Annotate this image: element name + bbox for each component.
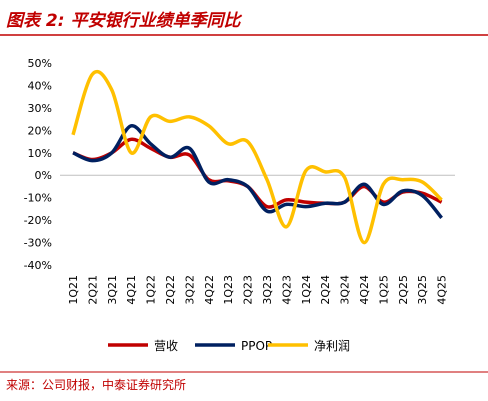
x-tick-label: 2Q21 (86, 275, 99, 305)
x-tick-label: 1Q21 (67, 275, 80, 305)
x-tick-label: 3Q25 (416, 275, 429, 305)
x-tick-label: 2Q24 (319, 275, 332, 305)
x-tick-label: 4Q22 (203, 275, 216, 305)
legend-label: 净利润 (314, 339, 350, 353)
y-tick-label: -40% (24, 259, 52, 272)
x-tick-label: 3Q22 (183, 275, 196, 305)
chart-title: 图表 2: 平安银行业绩单季同比 (6, 11, 242, 31)
x-tick-label: 2Q23 (242, 275, 255, 305)
x-tick-label: 3Q24 (339, 275, 352, 305)
y-tick-label: -30% (24, 237, 52, 250)
y-tick-label: 40% (28, 79, 52, 92)
source: 来源：公司财报，中泰证券研究所 (6, 377, 186, 392)
x-tick-label: 2Q22 (164, 275, 177, 305)
legend-label: 营收 (154, 339, 178, 353)
x-tick-label: 3Q21 (106, 275, 119, 305)
y-tick-label: 50% (28, 57, 52, 70)
x-tick-label: 1Q24 (300, 275, 313, 305)
x-tick-label: 1Q25 (377, 275, 390, 305)
x-tick-label: 4Q24 (358, 275, 371, 305)
x-tick-label: 1Q23 (222, 275, 235, 305)
y-tick-label: 20% (28, 124, 52, 137)
x-tick-label: 4Q25 (436, 275, 449, 305)
y-tick-label: 30% (28, 102, 52, 115)
x-tick-label: 2Q25 (397, 275, 410, 305)
series-line (72, 124, 443, 220)
y-tick-label: 10% (28, 147, 52, 160)
x-tick-label: 3Q23 (261, 275, 274, 305)
y-tick-label: -20% (24, 214, 52, 227)
x-tick-label: 1Q22 (145, 275, 158, 305)
legend-label: PPOP (241, 339, 272, 353)
series-line (71, 69, 443, 245)
y-tick-label: 0% (35, 169, 52, 182)
y-tick-label: -10% (24, 192, 52, 205)
x-tick-label: 4Q21 (125, 275, 138, 305)
x-tick-label: 4Q23 (280, 275, 293, 305)
